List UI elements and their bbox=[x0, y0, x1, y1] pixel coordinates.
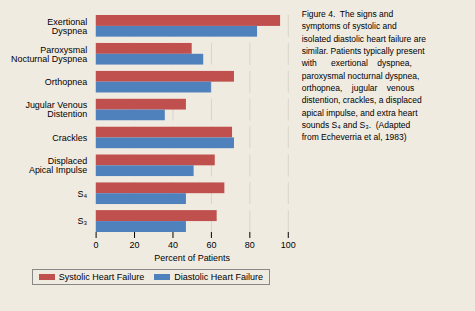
svg-text:DisplacedApical Impulse: DisplacedApical Impulse bbox=[29, 156, 87, 175]
svg-text:S₃: S₃ bbox=[78, 216, 88, 226]
svg-text:ParoxysmalNocturnal Dyspnea: ParoxysmalNocturnal Dyspnea bbox=[11, 45, 87, 64]
html-text:Systolic Heart Failure: Systolic Heart Failure bbox=[58, 271, 145, 282]
svg-text:0: 0 bbox=[94, 240, 99, 250]
svg-text:S₄: S₄ bbox=[78, 189, 88, 199]
svg-text:100: 100 bbox=[281, 240, 296, 250]
svg-text:20: 20 bbox=[130, 240, 140, 250]
svg-text:60: 60 bbox=[206, 240, 216, 250]
svg-text:ExertionalDyspnea: ExertionalDyspnea bbox=[47, 17, 87, 36]
svg-text:Jugular VenousDistention: Jugular VenousDistention bbox=[25, 100, 87, 119]
svg-text:Crackles: Crackles bbox=[52, 133, 87, 143]
svg-text:40: 40 bbox=[168, 240, 178, 250]
html-text:Diastolic Heart Failure: Diastolic Heart Failure bbox=[174, 271, 263, 282]
html-text:Figure 4. The signs and sympto: Figure 4. The signs and symptoms of syst… bbox=[301, 9, 426, 143]
svg-text:Orthopnea: Orthopnea bbox=[45, 77, 87, 87]
svg-text:Percent of Patients: Percent of Patients bbox=[154, 253, 230, 263]
svg-text:80: 80 bbox=[245, 240, 255, 250]
